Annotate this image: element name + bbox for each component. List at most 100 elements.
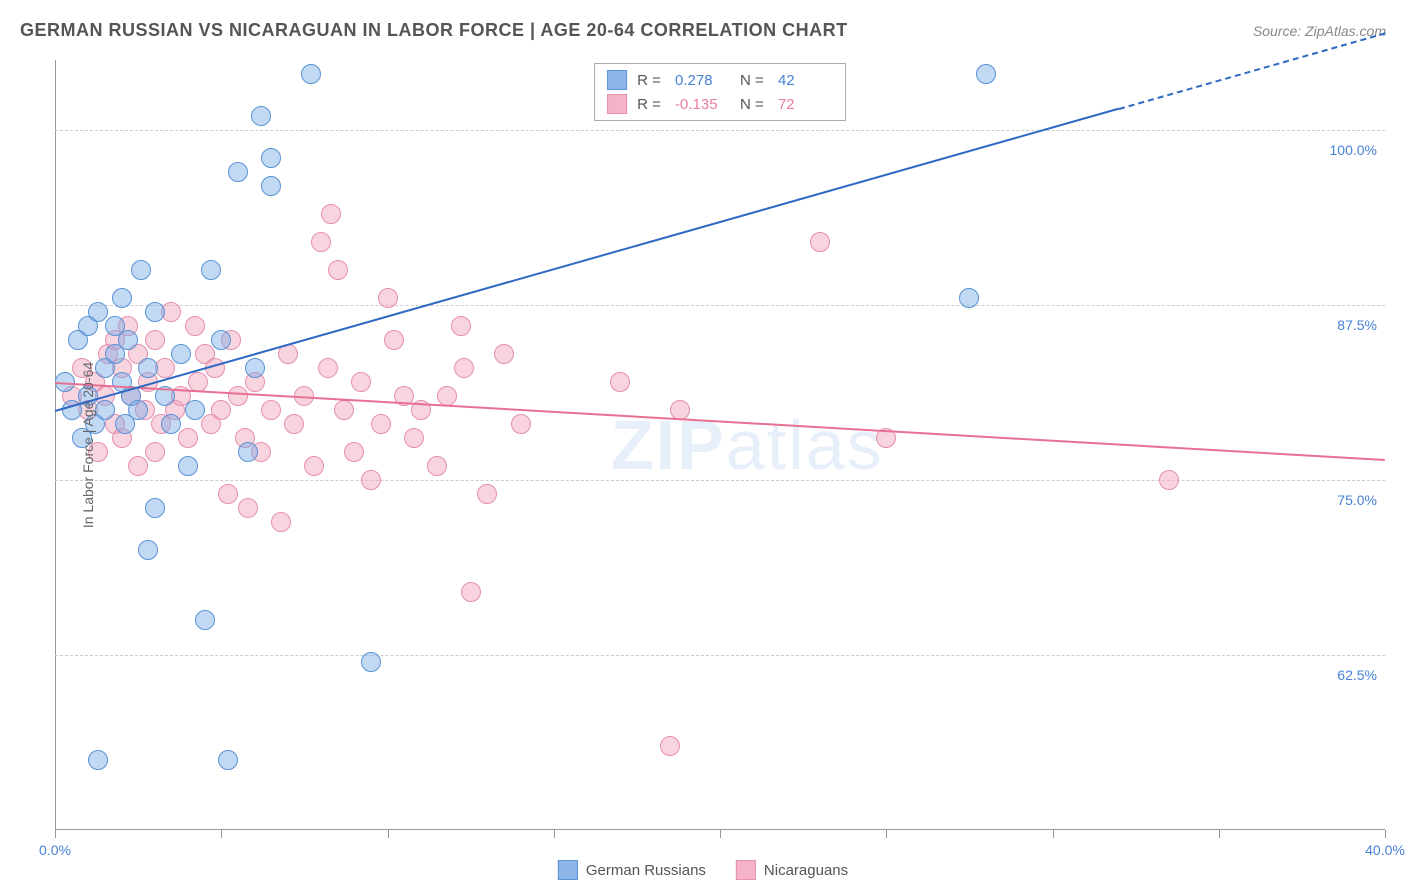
- chart-source: Source: ZipAtlas.com: [1253, 23, 1386, 39]
- n-value-series2: 72: [778, 96, 833, 113]
- legend-item-series1: German Russians: [558, 860, 706, 880]
- chart-title: GERMAN RUSSIAN VS NICARAGUAN IN LABOR FO…: [20, 20, 848, 41]
- data-point-series2: [145, 442, 165, 462]
- data-point-series1: [145, 498, 165, 518]
- y-tick-label: 75.0%: [1337, 492, 1377, 508]
- y-tick-label: 62.5%: [1337, 667, 1377, 683]
- data-point-series2: [437, 386, 457, 406]
- data-point-series2: [454, 358, 474, 378]
- plot-area: ZIPatlas 62.5%75.0%87.5%100.0%0.0%40.0% …: [55, 60, 1385, 830]
- data-point-series1: [218, 750, 238, 770]
- r-value-series1: 0.278: [675, 72, 730, 89]
- y-axis: [55, 60, 56, 830]
- data-point-series1: [88, 302, 108, 322]
- gridline: [55, 655, 1385, 656]
- data-point-series2: [185, 316, 205, 336]
- data-point-series2: [371, 414, 391, 434]
- data-point-series2: [128, 456, 148, 476]
- data-point-series2: [311, 232, 331, 252]
- data-point-series1: [301, 64, 321, 84]
- legend-swatch-series2: [736, 860, 756, 880]
- data-point-series2: [304, 456, 324, 476]
- data-point-series1: [138, 540, 158, 560]
- data-point-series1: [131, 260, 151, 280]
- data-point-series2: [810, 232, 830, 252]
- data-point-series1: [178, 456, 198, 476]
- data-point-series1: [112, 288, 132, 308]
- x-tick: [388, 830, 389, 838]
- x-tick: [221, 830, 222, 838]
- x-tick-label: 40.0%: [1365, 842, 1405, 858]
- data-point-series1: [959, 288, 979, 308]
- data-point-series2: [660, 736, 680, 756]
- data-point-series2: [1159, 470, 1179, 490]
- gridline: [55, 305, 1385, 306]
- data-point-series1: [261, 176, 281, 196]
- data-point-series2: [211, 400, 231, 420]
- data-point-series2: [271, 512, 291, 532]
- data-point-series1: [261, 148, 281, 168]
- stats-legend-box: R = 0.278 N = 42 R = -0.135 N = 72: [594, 63, 846, 121]
- r-value-series2: -0.135: [675, 96, 730, 113]
- data-point-series2: [384, 330, 404, 350]
- data-point-series2: [261, 400, 281, 420]
- legend-label-series2: Nicaraguans: [764, 862, 848, 879]
- x-tick-label: 0.0%: [39, 842, 71, 858]
- y-axis-label: In Labor Force | Age 20-64: [80, 362, 96, 528]
- data-point-series1: [211, 330, 231, 350]
- gridline: [55, 130, 1385, 131]
- data-point-series2: [361, 470, 381, 490]
- data-point-series2: [321, 204, 341, 224]
- x-tick: [55, 830, 56, 838]
- chart-header: GERMAN RUSSIAN VS NICARAGUAN IN LABOR FO…: [20, 20, 1386, 41]
- x-tick: [1385, 830, 1386, 838]
- data-point-series1: [195, 610, 215, 630]
- data-point-series2: [145, 330, 165, 350]
- data-point-series2: [318, 358, 338, 378]
- data-point-series2: [228, 386, 248, 406]
- data-point-series1: [118, 330, 138, 350]
- data-point-series2: [511, 414, 531, 434]
- x-tick: [886, 830, 887, 838]
- data-point-series1: [88, 750, 108, 770]
- x-tick: [720, 830, 721, 838]
- data-point-series2: [451, 316, 471, 336]
- x-tick: [554, 830, 555, 838]
- data-point-series1: [138, 358, 158, 378]
- x-tick: [1219, 830, 1220, 838]
- swatch-series1: [607, 70, 627, 90]
- data-point-series1: [185, 400, 205, 420]
- data-point-series1: [161, 414, 181, 434]
- bottom-legend: German Russians Nicaraguans: [558, 860, 848, 880]
- data-point-series1: [361, 652, 381, 672]
- data-point-series1: [251, 106, 271, 126]
- data-point-series2: [494, 344, 514, 364]
- data-point-series2: [610, 372, 630, 392]
- x-tick: [1053, 830, 1054, 838]
- y-tick-label: 87.5%: [1337, 317, 1377, 333]
- gridline: [55, 480, 1385, 481]
- y-tick-label: 100.0%: [1330, 142, 1377, 158]
- data-point-series2: [344, 442, 364, 462]
- data-point-series2: [477, 484, 497, 504]
- n-value-series1: 42: [778, 72, 833, 89]
- data-point-series2: [334, 400, 354, 420]
- legend-item-series2: Nicaraguans: [736, 860, 848, 880]
- legend-swatch-series1: [558, 860, 578, 880]
- data-point-series2: [238, 498, 258, 518]
- data-point-series1: [128, 400, 148, 420]
- trendline-series1: [1119, 32, 1386, 110]
- data-point-series2: [328, 260, 348, 280]
- data-point-series2: [178, 428, 198, 448]
- data-point-series2: [351, 372, 371, 392]
- data-point-series2: [284, 414, 304, 434]
- swatch-series2: [607, 94, 627, 114]
- data-point-series1: [171, 344, 191, 364]
- data-point-series2: [461, 582, 481, 602]
- data-point-series1: [95, 400, 115, 420]
- data-point-series2: [427, 456, 447, 476]
- data-point-series2: [404, 428, 424, 448]
- stats-row-series2: R = -0.135 N = 72: [607, 92, 833, 116]
- data-point-series1: [245, 358, 265, 378]
- legend-label-series1: German Russians: [586, 862, 706, 879]
